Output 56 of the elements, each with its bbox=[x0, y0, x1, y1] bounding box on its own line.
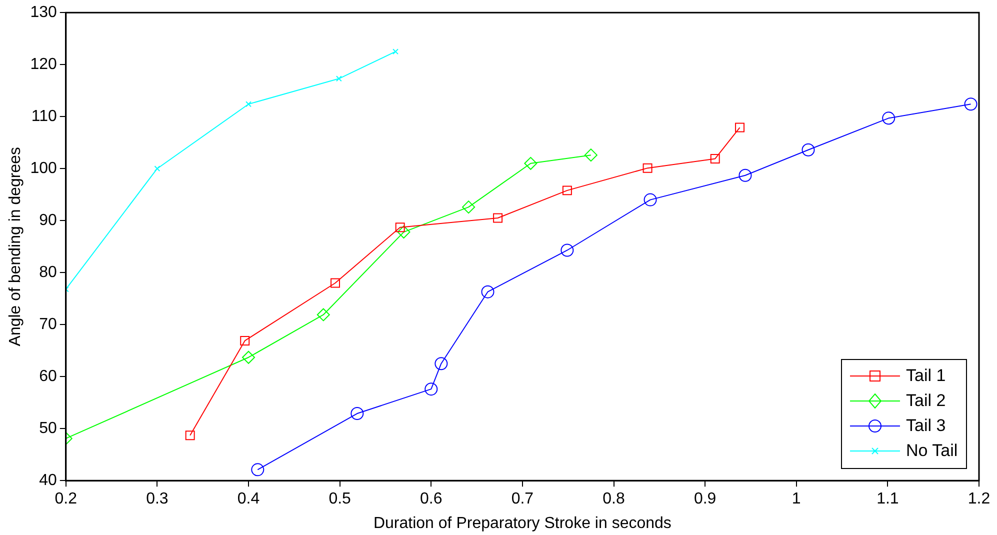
point bbox=[240, 336, 250, 346]
point bbox=[560, 244, 574, 257]
legend-label: No Tail bbox=[906, 441, 958, 462]
y-tick-label: 100 bbox=[30, 160, 57, 178]
point bbox=[251, 463, 264, 476]
x-tick-label: 0.4 bbox=[237, 490, 260, 508]
y-tick-label: 110 bbox=[31, 108, 57, 126]
y-tick-label: 50 bbox=[39, 420, 57, 438]
y-tick-label: 90 bbox=[39, 212, 57, 230]
point bbox=[562, 186, 572, 196]
y-tick-label: 70 bbox=[39, 316, 57, 334]
point bbox=[316, 308, 330, 322]
y-tick-label: 130 bbox=[30, 4, 57, 22]
point bbox=[330, 278, 340, 288]
point bbox=[735, 122, 745, 132]
point bbox=[154, 166, 160, 172]
point bbox=[242, 350, 256, 364]
point bbox=[462, 200, 476, 214]
x-tick-label: 1.1 bbox=[876, 490, 899, 508]
point bbox=[584, 148, 598, 162]
x-tick-label: 0.3 bbox=[146, 490, 168, 508]
y-axis-title: Angle of bending in degrees bbox=[7, 146, 24, 346]
y-tick-label: 120 bbox=[30, 56, 57, 74]
y-tick-label: 60 bbox=[39, 368, 57, 386]
x-tick-label: 1 bbox=[792, 490, 801, 508]
point bbox=[246, 101, 252, 108]
point bbox=[185, 430, 195, 440]
x-axis-title: Duration of Preparatory Stroke in seconds bbox=[373, 514, 672, 532]
x-tick-label: 0.5 bbox=[328, 490, 352, 508]
x-tick-label: 0.7 bbox=[511, 490, 534, 508]
point bbox=[738, 168, 752, 182]
point bbox=[481, 285, 494, 298]
point bbox=[642, 163, 652, 173]
point bbox=[336, 76, 342, 82]
legend-label: Tail 3 bbox=[906, 416, 946, 436]
y-tick-label: 40 bbox=[39, 472, 57, 490]
x-tick-label: 0.6 bbox=[420, 490, 442, 508]
point bbox=[644, 193, 657, 206]
point bbox=[493, 213, 503, 223]
point bbox=[882, 112, 896, 125]
point bbox=[964, 98, 978, 111]
point bbox=[802, 143, 815, 156]
point bbox=[397, 226, 410, 239]
point bbox=[424, 382, 438, 396]
x-tick-label: 0.2 bbox=[54, 490, 78, 508]
x-tick-label: 0.8 bbox=[602, 490, 625, 508]
point bbox=[392, 48, 398, 55]
point bbox=[524, 156, 538, 170]
legend-label: Tail 1 bbox=[906, 366, 946, 386]
point bbox=[434, 357, 448, 370]
y-tick-label: 80 bbox=[39, 264, 57, 282]
x-tick-label: 1.2 bbox=[968, 490, 990, 508]
point bbox=[710, 154, 720, 164]
x-tick-label: 0.9 bbox=[694, 490, 716, 508]
legend-label: Tail 2 bbox=[906, 391, 946, 412]
point bbox=[350, 407, 364, 420]
